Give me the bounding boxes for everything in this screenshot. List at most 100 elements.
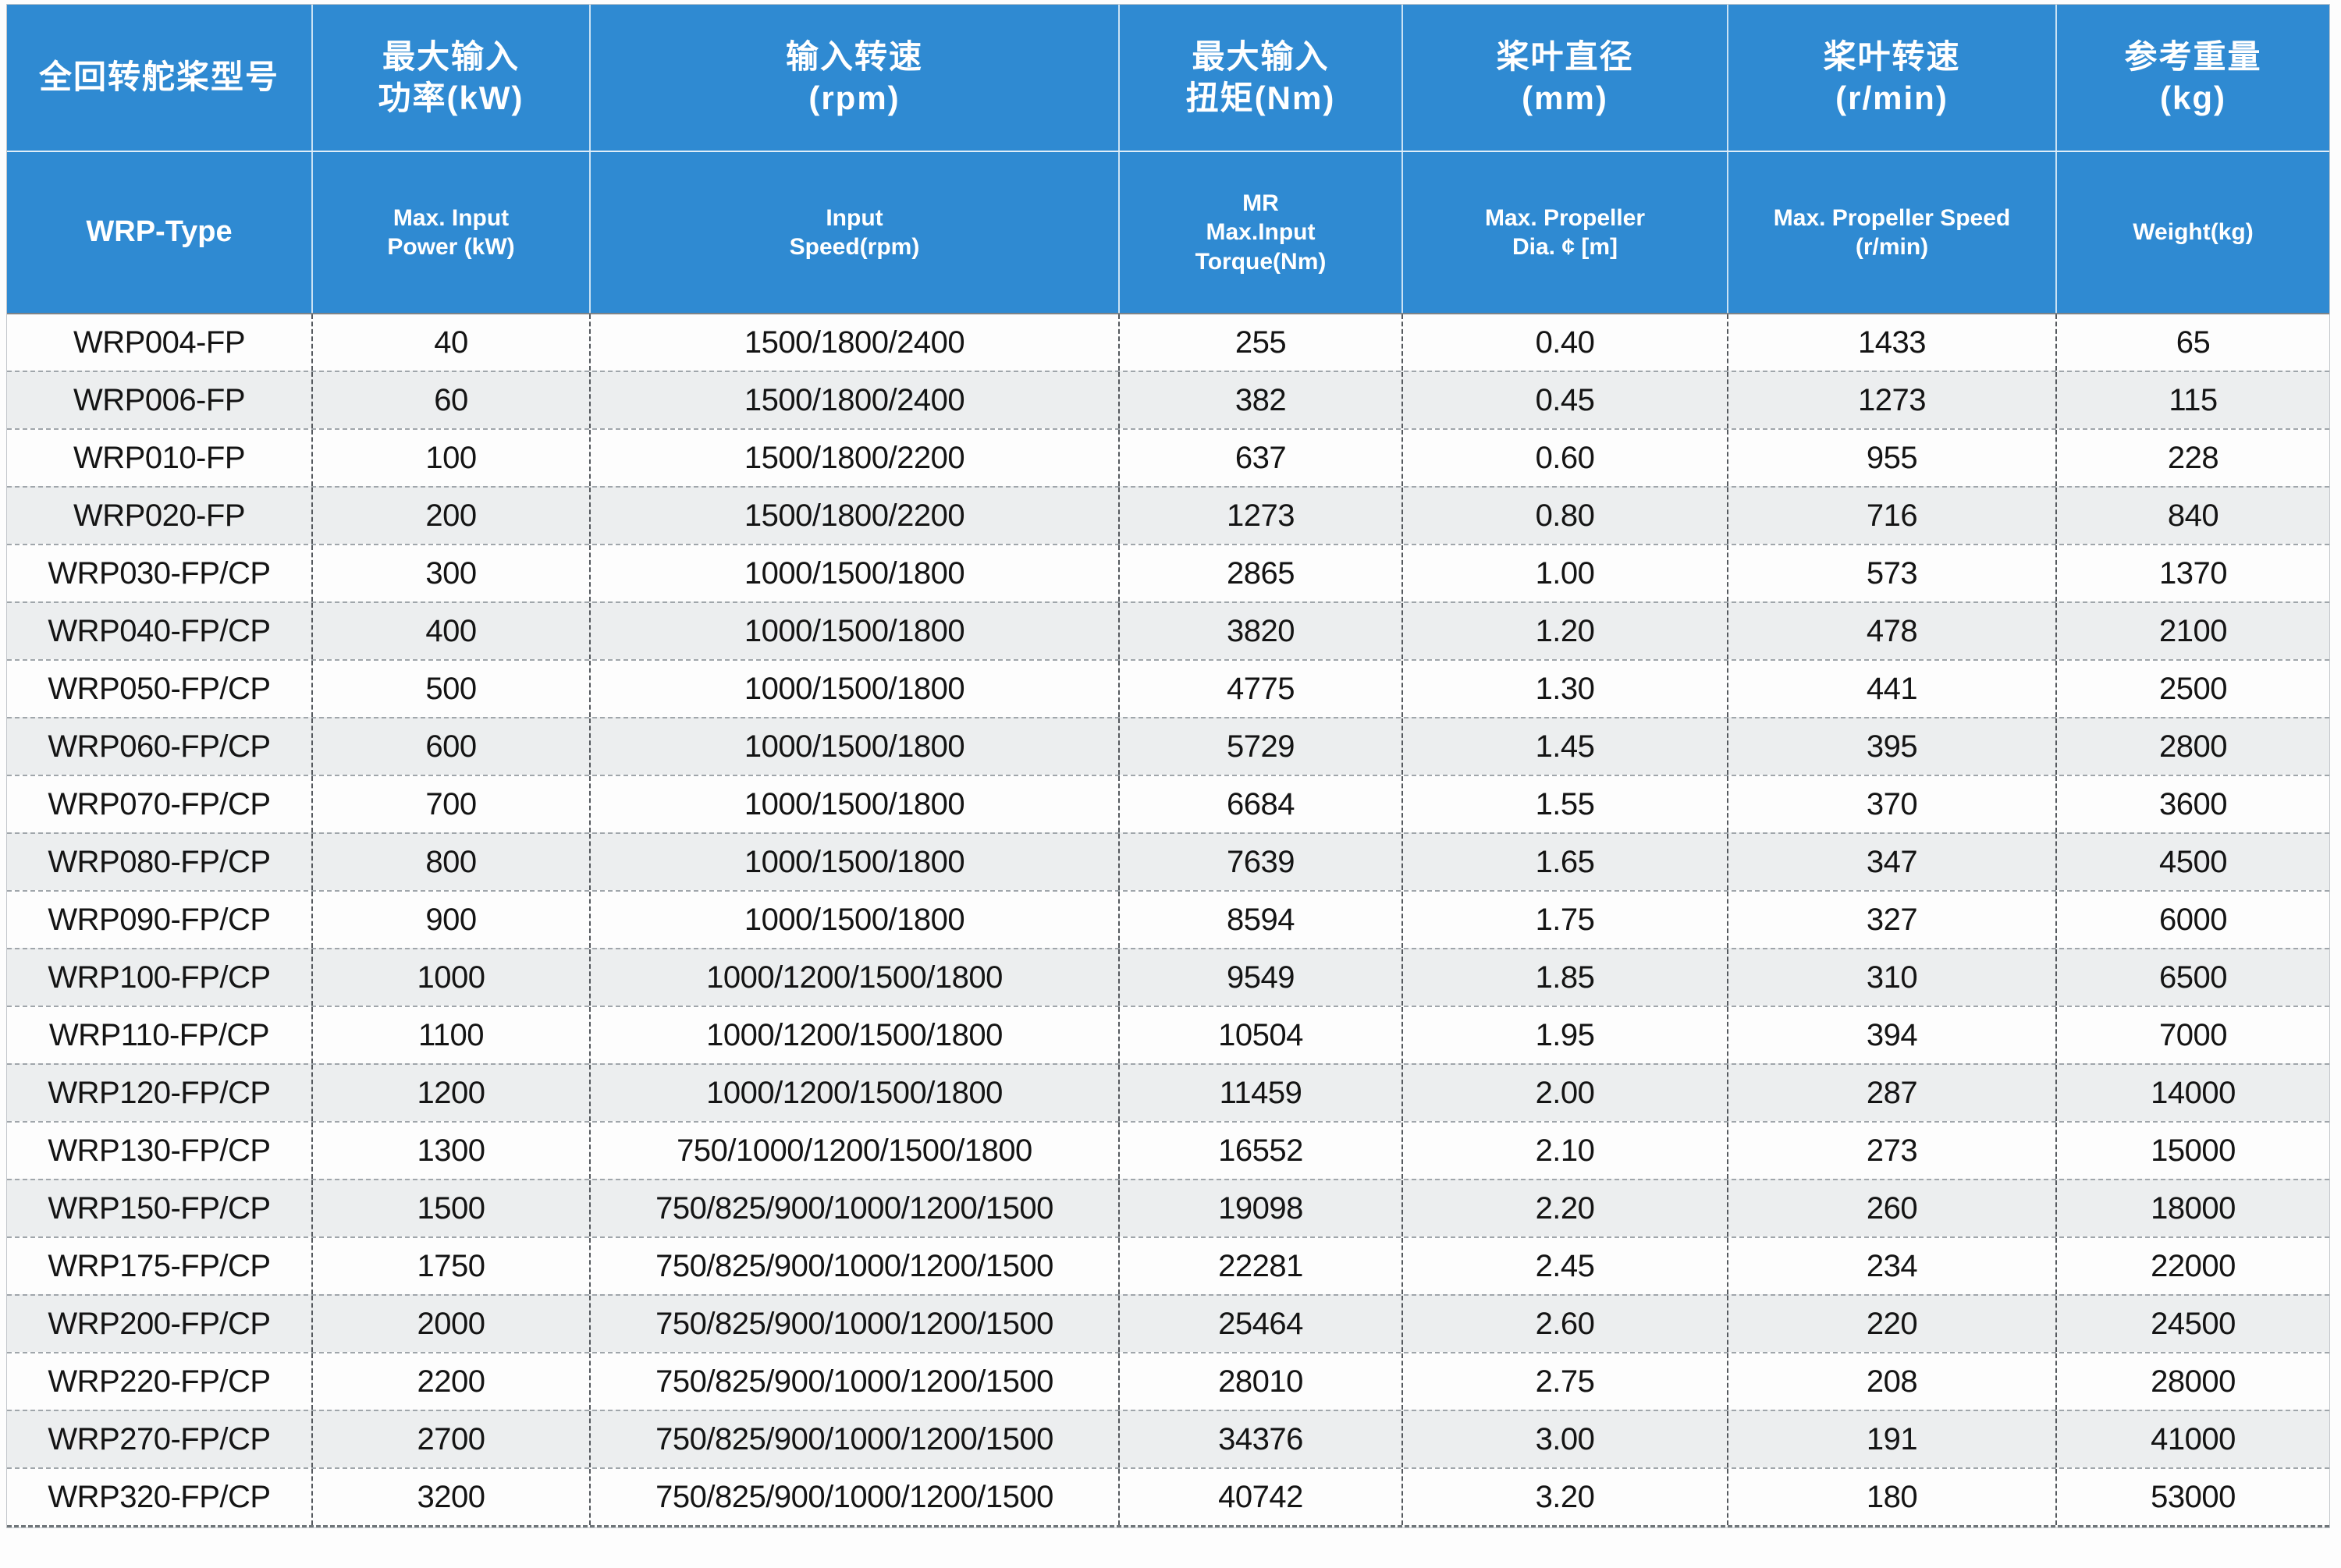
header-cell-zh-1: 最大输入功率(kW): [311, 5, 589, 151]
cell-propeller-dia: 1.85: [1401, 949, 1727, 1006]
cell-propeller-dia: 0.80: [1401, 488, 1727, 544]
cell-weight: 15000: [2055, 1123, 2329, 1179]
header-line: 最大输入: [1192, 38, 1330, 75]
cell-max-input-power: 1300: [311, 1123, 589, 1179]
cell-input-speed: 1000/1500/1800: [589, 603, 1118, 659]
cell-weight: 18000: [2055, 1180, 2329, 1236]
cell-propeller-dia: 3.00: [1401, 1411, 1727, 1467]
cell-weight: 28000: [2055, 1353, 2329, 1410]
cell-max-input-torque: 19098: [1118, 1180, 1401, 1236]
header-cell-en-4: Max. Propeller Dia. ¢ [m]: [1401, 152, 1727, 313]
cell-propeller-dia: 2.60: [1401, 1296, 1727, 1352]
cell-max-input-power: 2700: [311, 1411, 589, 1467]
cell-max-input-power: 3200: [311, 1469, 589, 1525]
cell-propeller-speed: 347: [1727, 834, 2055, 890]
header-line: 扭矩(Nm): [1185, 79, 1336, 116]
cell-input-speed: 1000/1500/1800: [589, 545, 1118, 601]
cell-propeller-dia: 1.20: [1401, 603, 1727, 659]
cell-type: WRP070-FP/CP: [48, 786, 271, 821]
cell-propeller-speed: 370: [1727, 776, 2055, 832]
cell-type: WRP150-FP/CP: [48, 1190, 271, 1226]
cell-type: WRP120-FP/CP: [48, 1075, 271, 1110]
header-line: (mm): [1522, 79, 1608, 116]
header-cell-zh-3: 最大输入扭矩(Nm): [1118, 5, 1401, 151]
cell-max-input-power: 1750: [311, 1238, 589, 1294]
cell-type: WRP050-FP/CP: [48, 671, 271, 706]
cell-max-input-torque: 28010: [1118, 1353, 1401, 1410]
cell-max-input-torque: 637: [1118, 430, 1401, 486]
cell-propeller-dia: 0.45: [1401, 372, 1727, 428]
cell-input-speed: 1500/1800/2400: [589, 314, 1118, 371]
cell-weight: 1370: [2055, 545, 2329, 601]
cell-propeller-dia: 1.95: [1401, 1007, 1727, 1063]
header-line: Dia. ¢ [m]: [1512, 234, 1618, 260]
table-row: WRP050-FP/CP 500 1000/1500/1800 4775 1.30 441…: [7, 659, 2329, 717]
cell-max-input-torque: 16552: [1118, 1123, 1401, 1179]
header-line: Speed(rpm): [789, 234, 920, 260]
table-row: WRP030-FP/CP 300 1000/1500/1800 2865 1.00 573…: [7, 544, 2329, 601]
cell-type: WRP090-FP/CP: [48, 902, 271, 937]
header-line: Max. Propeller Speed: [1773, 204, 2011, 231]
cell-max-input-power: 900: [311, 892, 589, 948]
cell-propeller-dia: 0.40: [1401, 314, 1727, 371]
table-row: WRP040-FP/CP 400 1000/1500/1800 3820 1.20 478…: [7, 601, 2329, 659]
header-line: (kg): [2160, 79, 2226, 116]
cell-input-speed: 1000/1500/1800: [589, 834, 1118, 890]
header-cell-en-6: Weight(kg): [2055, 152, 2329, 313]
cell-max-input-torque: 25464: [1118, 1296, 1401, 1352]
cell-max-input-torque: 40742: [1118, 1469, 1401, 1525]
cell-propeller-speed: 395: [1727, 718, 2055, 775]
cell-max-input-torque: 4775: [1118, 661, 1401, 717]
cell-max-input-torque: 255: [1118, 314, 1401, 371]
cell-propeller-speed: 1273: [1727, 372, 2055, 428]
cell-max-input-power: 1200: [311, 1065, 589, 1121]
cell-propeller-dia: 1.45: [1401, 718, 1727, 775]
cell-weight: 2100: [2055, 603, 2329, 659]
cell-max-input-power: 100: [311, 430, 589, 486]
header-line: 功率(kW): [378, 79, 524, 116]
cell-max-input-torque: 6684: [1118, 776, 1401, 832]
table-row: WRP010-FP 100 1500/1800/2200 637 0.60 955 228: [7, 428, 2329, 486]
cell-propeller-speed: 180: [1727, 1469, 2055, 1525]
cell-weight: 2500: [2055, 661, 2329, 717]
cell-max-input-torque: 5729: [1118, 718, 1401, 775]
cell-max-input-power: 1100: [311, 1007, 589, 1063]
cell-max-input-power: 500: [311, 661, 589, 717]
header-line: 最大输入: [382, 38, 520, 75]
cell-propeller-speed: 234: [1727, 1238, 2055, 1294]
header-row-chinese: 全回转舵桨型号 最大输入 功率(kW) 输入转速 (rpm) 最大输入 扭矩(Nm) 桨叶直径…: [7, 5, 2329, 151]
cell-max-input-torque: 10504: [1118, 1007, 1401, 1063]
header-line: Input: [826, 204, 883, 231]
cell-max-input-power: 200: [311, 488, 589, 544]
header-line: Max. Propeller: [1484, 204, 1646, 231]
header-line: (rpm): [808, 79, 901, 116]
cell-input-speed: 1500/1800/2400: [589, 372, 1118, 428]
header-line: 全回转舵桨型号: [38, 59, 279, 96]
cell-type: WRP040-FP/CP: [48, 613, 271, 648]
cell-input-speed: 750/825/900/1000/1200/1500: [589, 1411, 1118, 1467]
table-row: WRP004-FP 40 1500/1800/2400 255 0.40 1433 65: [7, 314, 2329, 371]
cell-type: WRP020-FP: [73, 498, 246, 533]
cell-type: WRP030-FP/CP: [48, 555, 271, 591]
cell-input-speed: 1000/1500/1800: [589, 892, 1118, 948]
header-cell-zh-2: 输入转速 (rpm): [589, 5, 1118, 151]
cell-max-input-power: 400: [311, 603, 589, 659]
cell-weight: 65: [2055, 314, 2329, 371]
cell-weight: 840: [2055, 488, 2329, 544]
header-line: (r/min): [1855, 234, 1929, 260]
header-line: MR: [1242, 190, 1279, 216]
table-row: WRP060-FP/CP 600 1000/1500/1800 5729 1.45 395…: [7, 717, 2329, 775]
header-line: 输入转速: [785, 38, 923, 75]
cell-type: WRP175-FP/CP: [48, 1248, 271, 1283]
cell-propeller-dia: 0.60: [1401, 430, 1727, 486]
cell-max-input-power: 700: [311, 776, 589, 832]
cell-type: WRP220-FP/CP: [48, 1364, 271, 1399]
table-row: WRP320-FP/CP 3200 750/825/900/1000/1200/15…: [7, 1467, 2329, 1525]
table-body: WRP004-FP 40 1500/1800/2400 255 0.40 1433 65 WR…: [7, 313, 2329, 1527]
cell-weight: 2800: [2055, 718, 2329, 775]
cell-propeller-speed: 287: [1727, 1065, 2055, 1121]
header-cell-zh-4: 桨叶直径 (mm): [1401, 5, 1727, 151]
cell-max-input-power: 600: [311, 718, 589, 775]
cell-max-input-power: 1500: [311, 1180, 589, 1236]
